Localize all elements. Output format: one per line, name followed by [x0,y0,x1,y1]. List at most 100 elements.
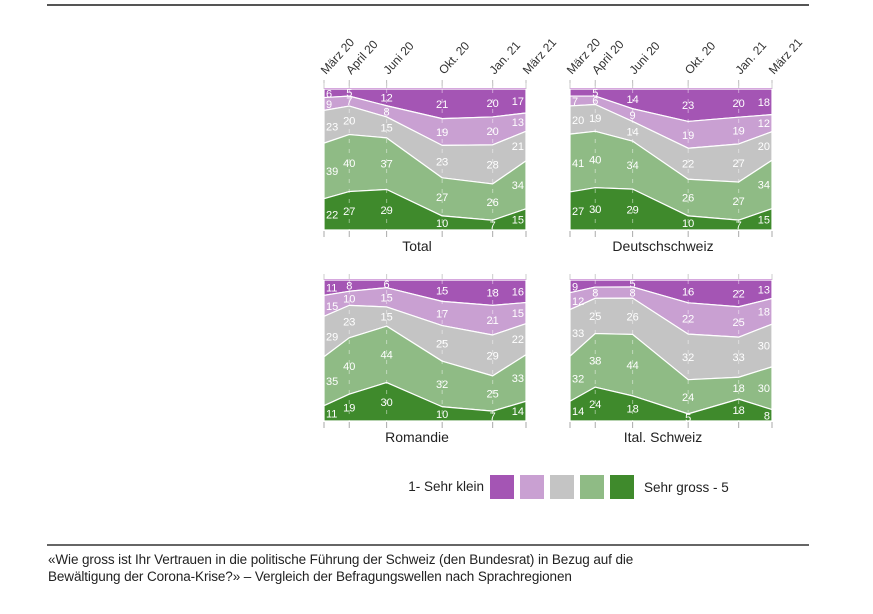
data-label: 18 [626,403,638,415]
data-label: 25 [436,338,448,350]
x-tick-label: Jan. 21 [486,38,523,77]
data-label: 34 [626,160,638,172]
data-label: 32 [572,374,584,386]
data-label: 23 [326,122,338,134]
x-tick-label: Juni 20 [380,39,417,77]
data-label: 22 [682,159,694,171]
data-label: 14 [572,406,584,418]
data-label: 30 [589,204,601,216]
data-label: 19 [589,113,601,125]
data-label: 27 [733,158,745,170]
x-tick-label: Juni 20 [626,39,663,77]
data-label: 7 [490,411,496,423]
data-label: 12 [758,118,770,130]
data-label: 20 [343,115,355,127]
data-label: 24 [589,399,601,411]
data-label: 25 [733,317,745,329]
data-label: 7 [736,220,742,232]
data-label: 20 [758,141,770,153]
data-label: 8 [384,106,390,118]
data-label: 15 [380,312,392,324]
data-label: 26 [682,193,694,205]
x-tick-label: März 21 [520,35,560,77]
data-label: 30 [758,341,770,353]
data-label: 28 [487,159,499,171]
legend-swatch [610,475,634,499]
legend-swatch [550,475,574,499]
legend-swatch [580,475,604,499]
data-label: 7 [572,96,578,108]
data-label: 44 [380,349,392,361]
figure-caption: «Wie gross ist Ihr Vertrauen in die poli… [48,551,818,585]
data-label: 6 [592,95,598,107]
data-label: 25 [589,311,601,323]
panel-title: Romandie [385,429,449,445]
data-label: 25 [487,389,499,401]
data-label: 23 [436,157,448,169]
top-rule [47,4,809,6]
data-label: 14 [512,406,524,418]
data-label: 8 [630,288,636,300]
data-label: 5 [592,88,598,100]
data-label: 15 [512,308,524,320]
data-label: 22 [733,288,745,300]
data-label: 27 [733,196,745,208]
data-label: 21 [512,141,524,153]
caption-line-2: Bewältigung der Corona-Krise?» – Verglei… [48,569,572,584]
data-label: 13 [758,284,770,296]
data-label: 20 [733,98,745,110]
data-label: 40 [589,155,601,167]
data-label: 44 [626,360,638,372]
data-label: 39 [326,166,338,178]
data-label: 40 [343,158,355,170]
data-label: 29 [626,205,638,217]
data-label: 37 [380,159,392,171]
data-label: 23 [343,317,355,329]
data-label: 22 [512,334,524,346]
data-label: 15 [758,214,770,226]
data-label: 12 [572,296,584,308]
data-label: 24 [682,392,694,404]
data-label: 14 [626,126,638,138]
data-label: 21 [436,99,448,111]
data-label: 11 [326,283,337,295]
data-label: 18 [487,288,499,300]
data-label: 27 [572,206,584,218]
data-label: 18 [758,306,770,318]
data-label: 8 [346,281,352,293]
data-label: 29 [326,332,338,344]
data-label: 19 [343,403,355,415]
data-label: 19 [733,126,745,138]
legend-right-label: Sehr gross - 5 [644,480,729,495]
data-label: 14 [626,94,638,106]
panel-title: Deutschschweiz [612,238,713,254]
data-label: 35 [326,376,338,388]
caption-rule [47,544,809,546]
data-label: 10 [682,218,694,230]
legend-swatch [520,475,544,499]
x-tick-label: Okt. 20 [682,39,719,77]
data-label: 33 [512,373,524,385]
data-label: 18 [733,405,745,417]
panel-title: Ital. Schweiz [624,429,703,445]
data-label: 13 [512,117,524,129]
x-tick-label: Okt. 20 [436,39,473,77]
caption-line-1: «Wie gross ist Ihr Vertrauen in die poli… [48,552,634,567]
data-label: 30 [380,397,392,409]
panel-title: Total [402,238,432,254]
data-label: 29 [487,350,499,362]
data-label: 16 [682,286,694,298]
data-label: 29 [380,205,392,217]
data-label: 34 [758,179,770,191]
data-label: 10 [436,218,448,230]
data-label: 30 [758,383,770,395]
data-label: 15 [380,122,392,134]
data-label: 17 [436,308,448,320]
data-label: 26 [487,197,499,209]
data-label: 38 [589,355,601,367]
data-label: 20 [572,115,584,127]
data-label: 10 [343,293,355,305]
data-label: 32 [436,379,448,391]
data-label: 21 [487,315,499,327]
data-label: 19 [436,127,448,139]
